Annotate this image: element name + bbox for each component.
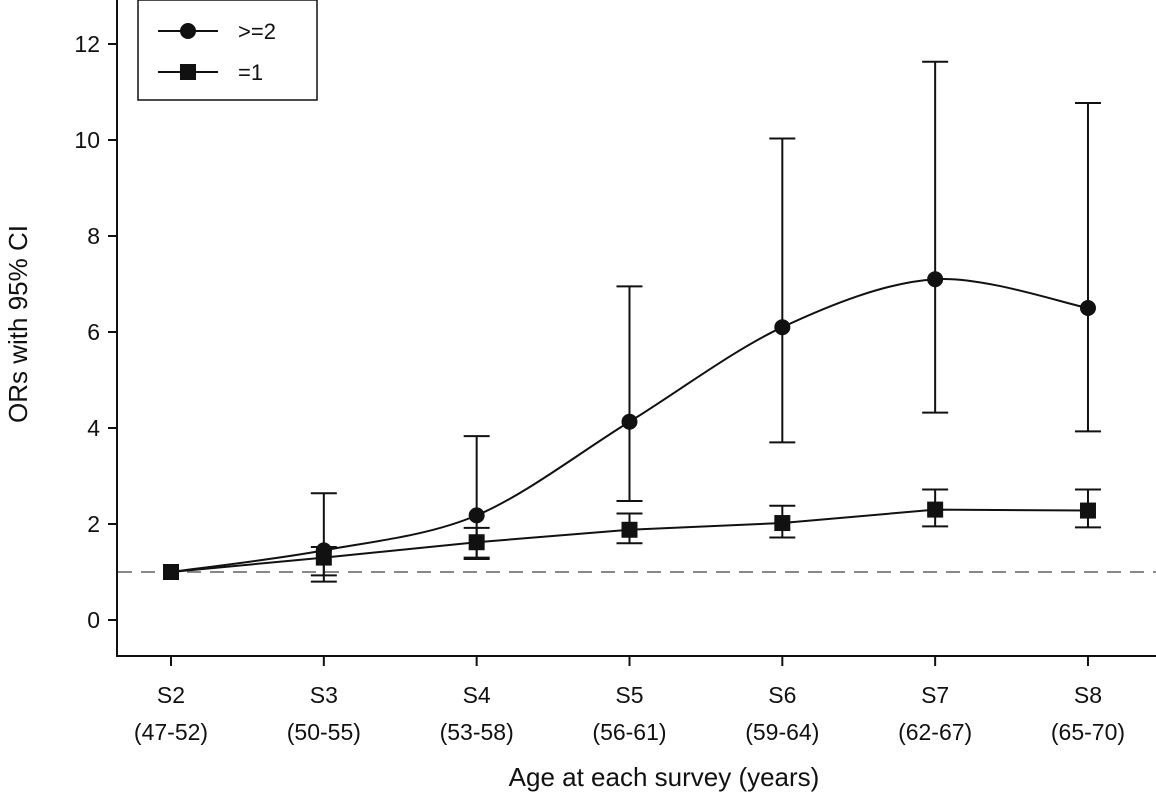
x-tick-label-age: (59-64): [745, 719, 819, 745]
legend-circle-marker-icon: [180, 23, 196, 39]
x-tick-label-survey: S7: [921, 682, 949, 708]
data-point-circle: [927, 271, 944, 288]
y-tick-label: 4: [87, 415, 100, 441]
x-tick-label-survey: S8: [1074, 682, 1102, 708]
legend-label-series-2: =1: [238, 60, 263, 85]
x-ticks: S2 (47-52) S3 (50-55) S4 (53-58) S5 (56-61) S6 (5…: [134, 656, 1125, 745]
axes: [116, 0, 1156, 657]
y-tick-label: 10: [74, 127, 100, 153]
data-point-square: [163, 564, 179, 580]
legend-square-marker-icon: [180, 64, 196, 80]
data-point-square: [315, 549, 332, 566]
legend-box: [137, 0, 318, 101]
data-point-circle: [621, 413, 638, 430]
data-point-circle: [1079, 300, 1096, 316]
x-axis-title: Age at each survey (years): [509, 762, 820, 792]
y-tick-label: 2: [87, 511, 100, 537]
x-tick-label-survey: S5: [615, 682, 643, 708]
x-tick-label-age: (53-58): [440, 719, 514, 745]
data-point-square: [621, 521, 638, 538]
y-axis-title: ORs with 95% CI: [3, 225, 33, 423]
x-tick-label-age: (47-52): [134, 719, 208, 745]
x-tick-label-survey: S4: [463, 682, 491, 708]
data-point-square: [927, 501, 944, 518]
y-tick-label: 12: [74, 31, 100, 57]
y-tick-label: 0: [87, 607, 100, 633]
x-tick-label-age: (56-61): [592, 719, 666, 745]
x-tick-label-age: (65-70): [1051, 719, 1125, 745]
x-tick-label-survey: S2: [157, 682, 185, 708]
data-point-circle: [774, 319, 791, 336]
series: [163, 60, 1101, 583]
x-tick-label-survey: S6: [768, 682, 796, 708]
series-1: [163, 60, 1101, 580]
data-point-square: [774, 515, 791, 532]
y-tick-label: 6: [87, 319, 100, 345]
legend: >=2 =1: [137, 0, 318, 101]
series-2: [163, 488, 1101, 583]
data-point-circle: [468, 507, 485, 524]
legend-label-series-1: >=2: [238, 19, 276, 44]
y-ticks: 0 2 4 6 8 10 12: [74, 31, 117, 633]
x-tick-label-survey: S3: [310, 682, 338, 708]
x-tick-label-age: (62-67): [898, 719, 972, 745]
y-tick-label: 8: [87, 223, 100, 249]
x-tick-label-age: (50-55): [287, 719, 361, 745]
data-point-square: [468, 534, 485, 551]
data-point-square: [1079, 502, 1096, 519]
